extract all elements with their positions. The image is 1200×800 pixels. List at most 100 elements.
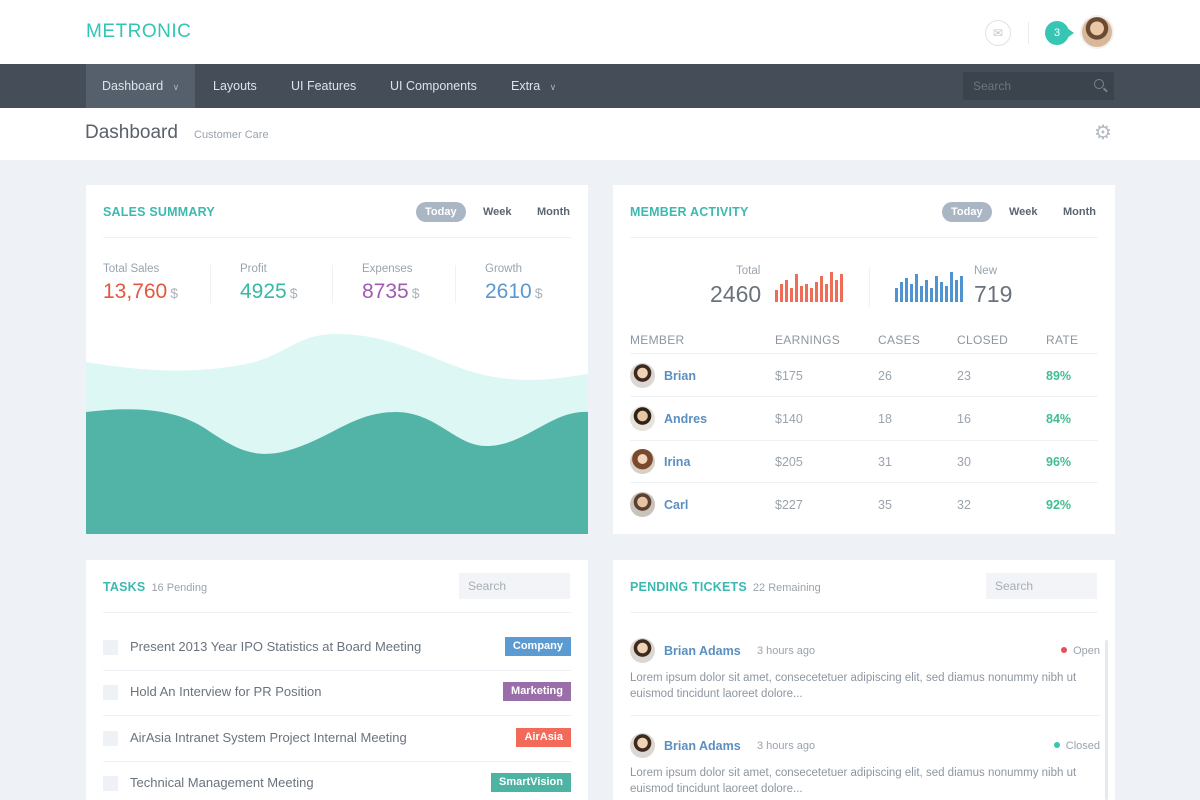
- remaining-count: 22 Remaining: [752, 582, 821, 594]
- filter-month[interactable]: Month: [537, 206, 570, 218]
- stat-expenses: Expenses 8735 $: [362, 263, 420, 304]
- rate-cell: 89%: [1046, 369, 1072, 383]
- list-divider: [630, 715, 1100, 716]
- cases-cell: 31: [878, 455, 892, 469]
- list-item: Technical Management Meeting SmartVision: [103, 761, 571, 800]
- stat-value: 8735 $: [362, 280, 420, 304]
- tickets-search-input[interactable]: [986, 573, 1097, 599]
- tasks-search-input[interactable]: [459, 573, 570, 599]
- spark-bar: [785, 280, 788, 302]
- new-value: 719: [974, 281, 1013, 307]
- status-dot-icon: [1061, 647, 1068, 653]
- earnings-cell: $175: [775, 369, 803, 383]
- avatar: [630, 638, 655, 663]
- page-subtitle: Customer Care: [194, 129, 269, 141]
- ticket-author[interactable]: Brian Adams: [664, 644, 741, 658]
- filter-today[interactable]: Today: [942, 202, 992, 222]
- status-text: Open: [1073, 645, 1100, 657]
- member-name[interactable]: Carl: [664, 498, 689, 512]
- nav-item-label: Dashboard: [102, 79, 164, 93]
- status-text: Closed: [1065, 740, 1100, 752]
- member-name[interactable]: Brian: [664, 369, 696, 383]
- card-title: TASKS 16 Pending: [103, 580, 207, 594]
- filter-today[interactable]: Today: [416, 202, 466, 222]
- filter-week[interactable]: Week: [483, 206, 512, 218]
- stat-divider: [210, 265, 211, 303]
- avatar: [630, 492, 655, 517]
- stat-unit: $: [411, 285, 420, 301]
- closed-cell: 16: [957, 412, 971, 426]
- spark-bar: [915, 274, 918, 302]
- stat-label: Profit: [240, 263, 267, 275]
- stat-label: Growth: [485, 263, 523, 275]
- task-checkbox[interactable]: [103, 640, 118, 655]
- spark-bar: [920, 286, 923, 302]
- spark-bar: [910, 284, 913, 302]
- spark-bar: [840, 274, 843, 302]
- spark-bar: [820, 276, 823, 302]
- spark-bar: [780, 284, 783, 302]
- nav-item-layouts[interactable]: Layouts: [197, 64, 273, 108]
- task-checkbox[interactable]: [103, 685, 118, 700]
- new-sparkline: [895, 272, 963, 302]
- user-avatar[interactable]: [1080, 15, 1114, 49]
- nav-item-extra[interactable]: Extra ∨: [495, 64, 572, 108]
- spark-bar: [810, 288, 813, 302]
- filter-month[interactable]: Month: [1063, 206, 1096, 218]
- nav-item-label: UI Components: [390, 79, 477, 93]
- ticket-scrollbar[interactable]: [1105, 640, 1108, 800]
- status-badge: Closed: [1053, 740, 1100, 752]
- spark-bar: [805, 284, 808, 302]
- task-checkbox[interactable]: [103, 731, 118, 746]
- total-sparkline: [775, 272, 843, 302]
- member-name[interactable]: Andres: [664, 412, 708, 426]
- task-text: Technical Management Meeting: [130, 775, 314, 790]
- gear-icon[interactable]: ⚙: [1094, 122, 1112, 144]
- spark-bar: [955, 280, 958, 302]
- table-row: Carl $227 35 32 92%: [613, 483, 1115, 526]
- card-divider: [630, 612, 1098, 613]
- member-name[interactable]: Irina: [664, 455, 691, 469]
- closed-cell: 23: [957, 369, 971, 383]
- app-logo[interactable]: METRONIC: [86, 21, 192, 42]
- spark-bar: [835, 280, 838, 302]
- task-checkbox[interactable]: [103, 776, 118, 791]
- task-text: Hold An Interview for PR Position: [130, 684, 322, 699]
- sales-summary-card: SALES SUMMARY Today Week Month Total Sal…: [86, 185, 588, 534]
- ticket-time: 3 hours ago: [757, 645, 816, 657]
- stat-label: Total Sales: [103, 263, 160, 275]
- spark-bar: [945, 286, 948, 302]
- spark-bar: [905, 278, 908, 302]
- sparkline-bars: [895, 272, 963, 302]
- spark-bar: [950, 272, 953, 302]
- nav-search-box: [963, 72, 1114, 100]
- ticket-time: 3 hours ago: [757, 740, 816, 752]
- stat-unit: $: [170, 285, 179, 301]
- task-tag: AirAsia: [516, 728, 571, 747]
- list-item: Present 2013 Year IPO Statistics at Boar…: [103, 625, 571, 670]
- filter-week[interactable]: Week: [1009, 206, 1038, 218]
- spark-bar: [930, 288, 933, 302]
- notification-badge[interactable]: 3: [1045, 21, 1069, 45]
- megaphone-icon[interactable]: ✉: [985, 20, 1011, 46]
- spark-bar: [795, 274, 798, 302]
- search-icon[interactable]: [1094, 79, 1104, 89]
- list-divider: [103, 761, 571, 762]
- table-row: Brian $175 26 23 89%: [613, 354, 1115, 397]
- card-title: PENDING TICKETS 22 Remaining: [630, 580, 821, 594]
- nav-search-input[interactable]: [963, 72, 1083, 100]
- nav-item-ui-features[interactable]: UI Features: [275, 64, 372, 108]
- total-label: Total: [736, 265, 761, 277]
- table-divider: [630, 353, 1098, 354]
- stat-value: 4925 $: [240, 280, 298, 304]
- nav-item-ui-components[interactable]: UI Components: [374, 64, 493, 108]
- spark-bar: [960, 276, 963, 302]
- header-divider: [1028, 22, 1029, 44]
- earnings-cell: $140: [775, 412, 803, 426]
- avatar: [630, 406, 655, 431]
- col-header-cases: CASES: [878, 333, 921, 347]
- ticket-author[interactable]: Brian Adams: [664, 739, 741, 753]
- stat-unit: $: [289, 285, 298, 301]
- col-header-closed: CLOSED: [957, 333, 1009, 347]
- nav-item-dashboard[interactable]: Dashboard ∨: [86, 64, 196, 108]
